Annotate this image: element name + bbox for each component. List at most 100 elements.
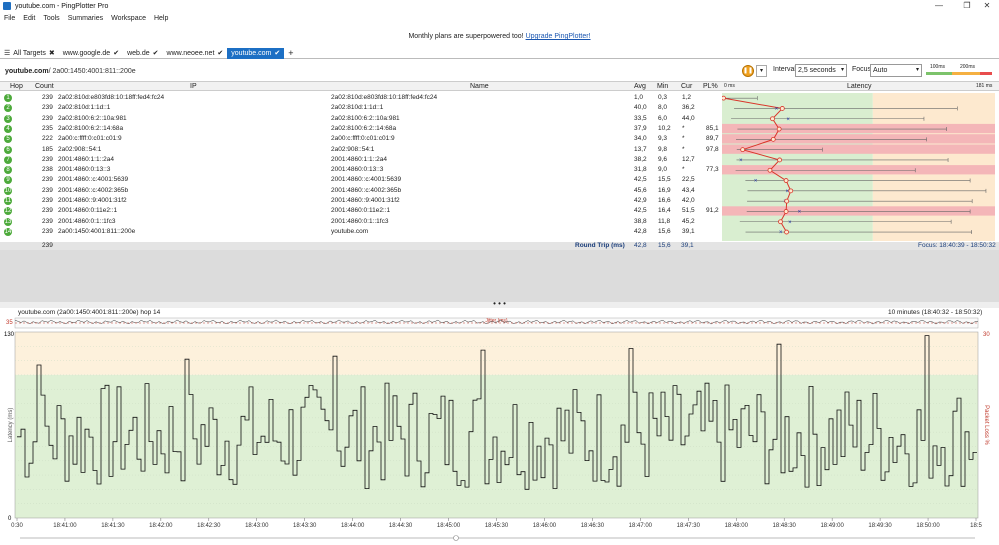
hop-min: 10,2 [658,124,671,132]
hop-cur: * [682,166,685,174]
timeline-target: youtube.com (2a00:1450:4001:811::200e) h… [18,309,161,316]
hop-cur-marker: × [798,209,802,215]
pause-button[interactable]: ❚❚ [742,65,754,77]
tab-label: youtube.com [231,49,272,57]
table-row[interactable]: 12 239 2001:4860:0:11e2::1 2001:4860:0:1… [0,206,722,216]
table-row[interactable]: 13 239 2001:4860:0:1::1fc3 2001:4860:0:1… [0,217,722,227]
tab-neoee[interactable]: www.neoee.net ✔ [163,48,228,59]
table-row[interactable]: 3 239 2a02:8100:6:2::10a:981 2a02:8100:6… [0,114,722,124]
hop-ip: 2a02:8100:6:2::14:68a [58,124,124,132]
focus-select[interactable]: Auto ▾ [870,64,922,77]
hop-ip: 2a00:c:ffff:0:c01:c01:9 [58,135,122,143]
col-latency[interactable]: Latency [847,83,872,90]
menu-workspace[interactable]: Workspace [111,15,146,22]
col-ip[interactable]: IP [190,83,197,90]
title-bar: youtube.com - PingPlotter Pro — ❐ ✕ [0,0,999,12]
empty-area [0,250,999,302]
latency-color-legend[interactable]: 100ms 200ms [926,64,992,75]
hop-number: 14 [4,227,12,236]
hop-name: youtube.com [331,227,369,235]
hop-name: 2a02:810d:1:1d::1 [331,104,384,112]
close-button[interactable]: ✕ [983,1,991,10]
hop-avg-point [778,219,783,225]
col-pl[interactable]: PL% [703,83,718,90]
hop-min: 8,0 [658,104,668,112]
hop-min: 11,8 [658,217,671,225]
x-tick-label: 18:46:00 [533,523,557,529]
legend-200: 200ms [960,64,976,70]
table-row[interactable]: 11 239 2001:4860::9:4001:31f2 2001:4860:… [0,196,722,206]
hop-number: 12 [4,207,12,216]
table-row[interactable]: 10 239 2001:4860::c:4002:365b 2001:4860:… [0,186,722,196]
hop-ip: 2a00:1450:4001:811::200e [58,227,136,235]
table-row[interactable]: 8 238 2001:4860:0:13::3 2001:4860:0:13::… [0,165,722,175]
maximize-button[interactable]: ❐ [963,1,971,10]
x-tick-label: 18:46:30 [581,523,605,529]
table-row[interactable]: 6 185 2a02:908::54:1 2a02:908::54:1 13,7… [0,145,722,155]
x-tick-label: 18:49:00 [820,523,844,529]
add-tab-button[interactable]: + [284,48,297,59]
y-top-label: 130 [4,332,15,338]
check-icon: ✔ [274,50,281,57]
minimize-button[interactable]: — [935,1,943,10]
hop-table: Hop Count IP Name Avg Min Cur PL% 0 ms L… [0,81,999,250]
col-count[interactable]: Count [35,83,54,90]
hop-name: 2a02:810d:e803fd8:10:18ff:fed4:fc24 [331,94,438,101]
col-zero: 0 ms [724,83,735,89]
table-row[interactable]: 5 222 2a00:c:ffff:0:c01:c01:9 2a00:c:fff… [0,134,722,144]
hop-avg: 38,2 [634,155,647,163]
hop-min: 9,6 [658,155,668,163]
hop-count: 238 [42,166,53,174]
timeline-range[interactable]: 10 minutes (18:40:32 - 18:50:32) [888,309,983,316]
tab-label: www.google.de [62,49,111,57]
tab-google[interactable]: www.google.de ✔ [59,48,123,59]
legend-orange [952,72,980,75]
table-row[interactable]: 7 239 2001:4860:1:1::2a4 2001:4860:1:1::… [0,155,722,165]
menu-file[interactable]: File [4,15,16,22]
menu-edit[interactable]: Edit [23,15,36,22]
hop-number: 2 [4,104,12,113]
table-row[interactable]: 9 239 2001:4860::c:4001:5639 2001:4860::… [0,175,722,185]
x-tick-label: 18:47:30 [677,523,701,529]
hop-avg-point [777,157,783,163]
latency-timeline-chart[interactable]: 35 30 Jitter (ms) 130 0 Latency (ms) Packet Lo… [0,316,999,545]
hop-number: 13 [4,217,12,226]
hop-ip: 2001:4860:0:13::3 [58,166,111,174]
col-name[interactable]: Name [470,83,489,90]
hop-avg-point [767,167,773,173]
tab-webde[interactable]: web.de ✔ [123,48,162,59]
menu-tools[interactable]: Tools [43,15,60,22]
x-tick-label: 18:45:30 [485,523,509,529]
pause-dropdown[interactable]: ▾ [756,65,767,77]
tab-all-targets[interactable]: ☰ All Targets ✖ [4,48,59,59]
loss-row-band [722,206,995,216]
menu-help[interactable]: Help [153,15,169,22]
hop-cur: 22,5 [682,176,695,184]
hop-pl: 77,3 [706,166,719,174]
hop-avg-point [776,126,782,132]
hop-avg-point [770,136,776,142]
hop-count: 239 [42,104,53,112]
col-min[interactable]: Min [657,83,669,90]
col-cur[interactable]: Cur [681,83,693,90]
summary-cur: 39,1 [681,242,694,249]
table-row[interactable]: 14 239 2a00:1450:4001:811::200e youtube.… [0,227,722,237]
col-hop[interactable]: Hop [10,83,23,90]
scroll-thumb[interactable] [453,535,459,541]
table-row[interactable]: 1 239 2a02:810d:e803fd8:10:18ff:fed4:fc2… [0,93,722,103]
col-avg[interactable]: Avg [634,83,646,90]
interval-select[interactable]: 2,5 seconds ▾ [795,64,847,77]
x-tick-label: 18:42:00 [149,523,173,529]
splitter-handle[interactable]: • • • [0,300,999,308]
menu-summaries[interactable]: Summaries [67,15,104,22]
upgrade-link[interactable]: Upgrade PingPlotter! [525,33,591,40]
hop-avg: 42,9 [634,197,647,204]
hop-cur: 44,0 [682,114,695,122]
hop-name: 2001:4860::c:4001:5639 [331,176,402,184]
tab-youtube[interactable]: youtube.com ✔ [227,47,285,59]
hop-name: 2a00:c:ffff:0:c01:c01:9 [331,135,395,143]
table-row[interactable]: 2 239 2a02:810d:1:1d::1 2a02:810d:1:1d::… [0,103,722,113]
close-icon[interactable]: ✖ [48,50,55,57]
table-row[interactable]: 4 235 2a02:8100:6:2::14:68a 2a02:8100:6:… [0,124,722,134]
hop-latency-graph[interactable]: ×××××××××× [722,81,995,241]
